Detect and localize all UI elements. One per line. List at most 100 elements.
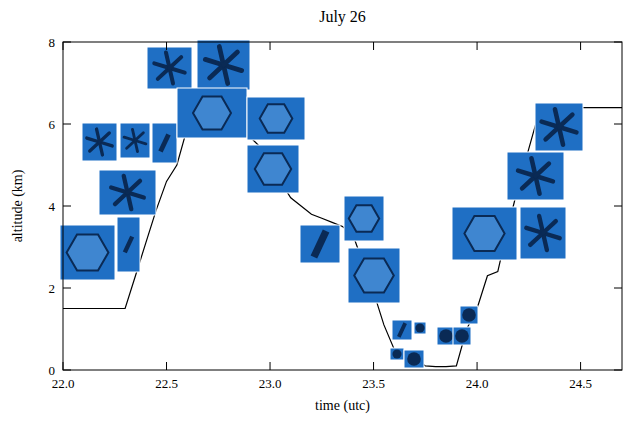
crystal-image <box>452 207 517 260</box>
crystal-arm <box>530 233 543 245</box>
crystal-column <box>311 229 330 258</box>
crystal-drop <box>392 349 401 358</box>
image-frame <box>520 207 566 259</box>
crystal-column <box>397 322 407 337</box>
x-tick-label: 22.0 <box>52 376 75 391</box>
image-frame <box>117 217 140 272</box>
crystal-image <box>414 322 426 334</box>
crystal-image <box>453 327 471 345</box>
image-frame <box>507 152 564 200</box>
y-tick-label: 4 <box>49 199 56 214</box>
crystal-arm <box>166 52 170 68</box>
crystal-arm <box>132 129 135 140</box>
crystal-image <box>117 217 140 272</box>
x-tick-label: 22.5 <box>155 376 178 391</box>
x-tick-top <box>63 42 64 50</box>
crystal-image <box>60 225 115 280</box>
crystal-image <box>247 145 299 193</box>
crystal-arm <box>543 221 556 233</box>
y-tick <box>63 42 71 43</box>
x-tick <box>63 362 64 370</box>
crystal-arm <box>555 109 559 127</box>
image-frame <box>344 196 384 241</box>
y-tick-label: 0 <box>49 363 56 378</box>
image-frame <box>60 225 115 280</box>
crystal-arm <box>559 127 563 145</box>
crystal-image <box>392 320 412 340</box>
crystal-image <box>82 123 117 161</box>
crystal-drop <box>439 329 453 343</box>
image-frame <box>177 88 247 138</box>
crystal-arm <box>224 52 238 65</box>
y-tick <box>63 288 71 289</box>
crystal-arm <box>170 68 174 84</box>
y-tick-label: 2 <box>49 281 56 296</box>
crystal-drop <box>415 323 424 332</box>
y-tick-label: 6 <box>49 117 56 132</box>
crystal-arm <box>100 133 110 142</box>
x-tick-top <box>166 42 167 50</box>
crystal-image <box>147 47 192 89</box>
image-frame <box>247 97 305 140</box>
crystal-image <box>120 123 150 158</box>
image-frame <box>120 123 150 158</box>
crystal-image <box>460 306 478 324</box>
crystal-image <box>247 97 305 140</box>
crystal-arm <box>128 181 141 193</box>
x-tick-label: 23.5 <box>362 376 385 391</box>
crystal-image <box>535 103 583 151</box>
crystal-arm <box>210 65 224 78</box>
y-tick <box>63 124 71 125</box>
x-tick <box>373 362 374 370</box>
image-frame <box>453 327 471 345</box>
crystal-drop <box>407 352 421 366</box>
plot-frame <box>63 42 622 370</box>
x-tick-label: 24.5 <box>569 376 592 391</box>
x-tick <box>270 362 271 370</box>
y-tick-right <box>614 42 622 43</box>
crystal-column <box>158 133 170 152</box>
image-frame <box>152 123 177 163</box>
image-frame <box>460 306 478 324</box>
image-frame <box>404 350 424 368</box>
title: July 26 <box>319 8 366 26</box>
crystal-plate <box>349 205 379 231</box>
background <box>0 0 634 423</box>
image-frame <box>99 170 156 215</box>
crystal-arm <box>536 176 540 194</box>
x-tick-label: 23.0 <box>259 376 282 391</box>
crystal-plate <box>464 216 504 251</box>
crystal-image <box>348 248 400 303</box>
x-tick-top <box>270 42 271 50</box>
crystal-arm <box>135 141 138 152</box>
y-tick-right <box>614 370 622 371</box>
crystal-arm <box>158 68 170 79</box>
crystal-arm <box>97 129 100 142</box>
crystal-arm <box>135 133 143 141</box>
image-frame <box>390 348 404 360</box>
crystal-arm <box>546 127 559 139</box>
crystal-plate <box>193 97 231 130</box>
crystal-arm <box>124 176 128 193</box>
crystal-drop <box>462 308 476 322</box>
y-tick <box>63 370 71 371</box>
crystal-plate <box>67 234 109 270</box>
chart: 22.022.523.023.524.024.502468July 26time… <box>0 0 634 423</box>
x-tick-top <box>580 42 581 50</box>
x-tick <box>166 362 167 370</box>
y-axis-title: altitude (km) <box>10 169 26 242</box>
crystal-arm <box>90 142 100 151</box>
image-frame <box>414 322 426 334</box>
image-frame <box>147 47 192 89</box>
crystal-arm <box>559 115 572 127</box>
y-tick-label: 8 <box>49 35 56 50</box>
crystal-image <box>344 196 384 241</box>
crystal-plate <box>260 104 293 132</box>
image-frame <box>82 123 117 161</box>
crystal-arm <box>531 158 535 176</box>
crystal-arm <box>539 216 543 233</box>
x-tick <box>580 362 581 370</box>
crystal-plate <box>354 258 394 292</box>
crystal-image <box>197 40 250 90</box>
crystal-image <box>152 123 177 163</box>
